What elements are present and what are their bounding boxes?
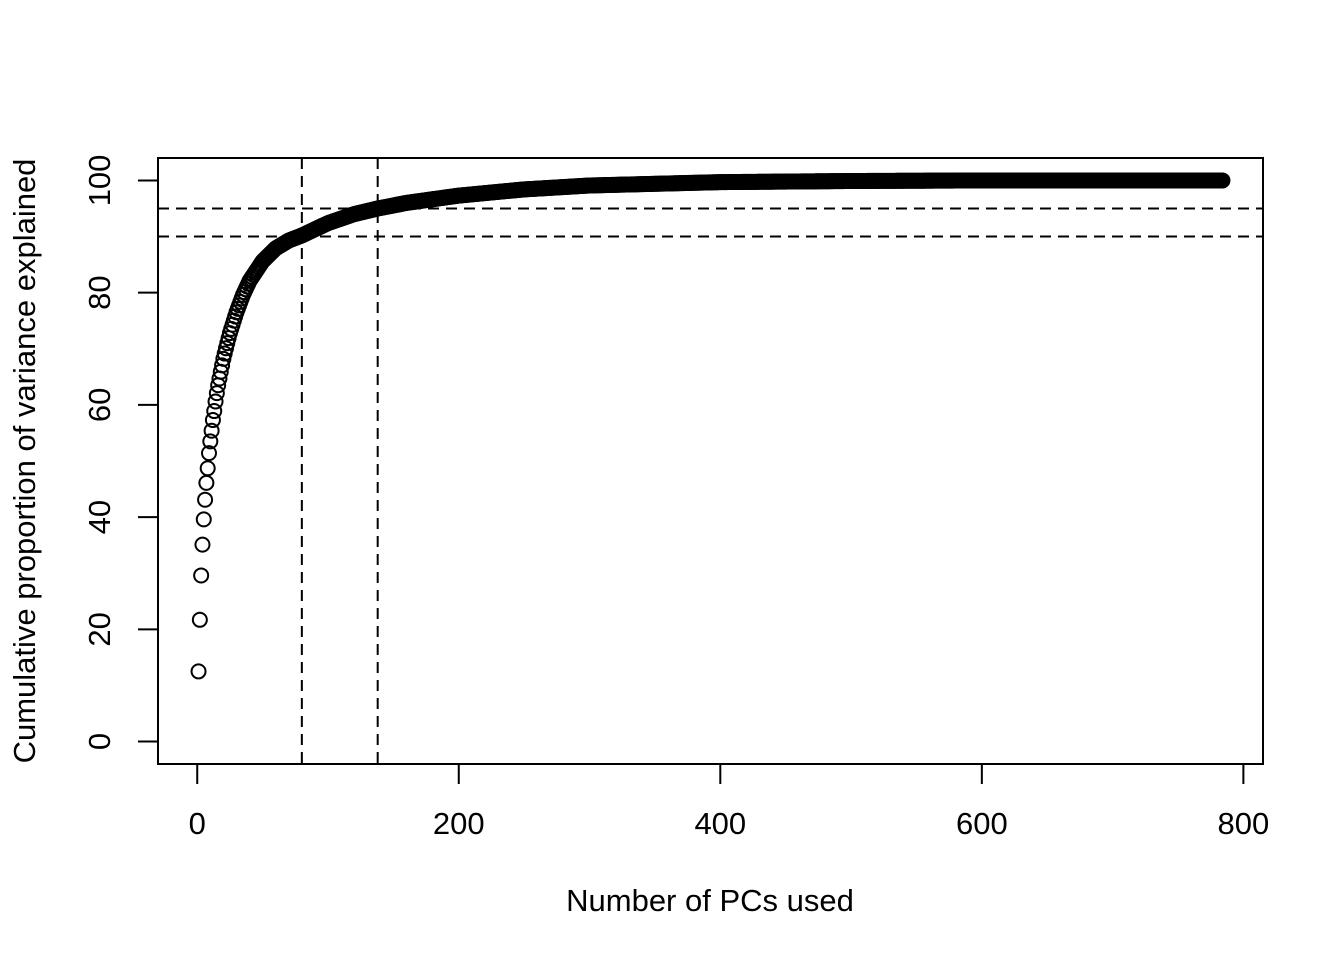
data-point — [204, 412, 221, 429]
x-tick-label: 400 — [694, 806, 746, 841]
data-point — [199, 460, 216, 477]
data-point — [190, 663, 207, 680]
x-tick-label: 600 — [956, 806, 1008, 841]
data-point — [214, 357, 231, 374]
x-tick-label: 200 — [433, 806, 485, 841]
data-point — [194, 536, 211, 553]
data-point — [206, 403, 223, 420]
y-tick-label: 100 — [82, 155, 117, 207]
reference-lines — [158, 158, 1263, 764]
x-tick-label: 800 — [1218, 806, 1270, 841]
data-point — [201, 445, 217, 462]
data-point — [197, 491, 214, 508]
plot-frame — [157, 157, 1264, 765]
data-points — [190, 172, 1231, 680]
y-tick-label: 40 — [82, 500, 117, 534]
y-axis: 0 20 40 60 80 100 — [82, 155, 159, 750]
data-point — [198, 474, 215, 491]
data-point — [193, 567, 210, 584]
y-tick-label: 80 — [82, 275, 117, 309]
data-point — [1214, 172, 1231, 189]
y-axis-title: Cumulative proportion of variance explai… — [7, 159, 42, 764]
y-tick-label: 60 — [82, 388, 117, 422]
y-tick-label: 20 — [82, 612, 117, 646]
y-tick-label: 0 — [82, 733, 117, 750]
data-point — [191, 611, 208, 628]
data-point — [207, 393, 224, 410]
data-point — [202, 433, 219, 450]
x-tick-label: 0 — [189, 806, 206, 841]
x-axis: 0 200 400 600 800 — [189, 763, 1270, 841]
data-point — [195, 511, 212, 528]
data-point — [208, 385, 225, 402]
x-axis-title: Number of PCs used — [566, 883, 854, 918]
data-point — [203, 422, 220, 439]
